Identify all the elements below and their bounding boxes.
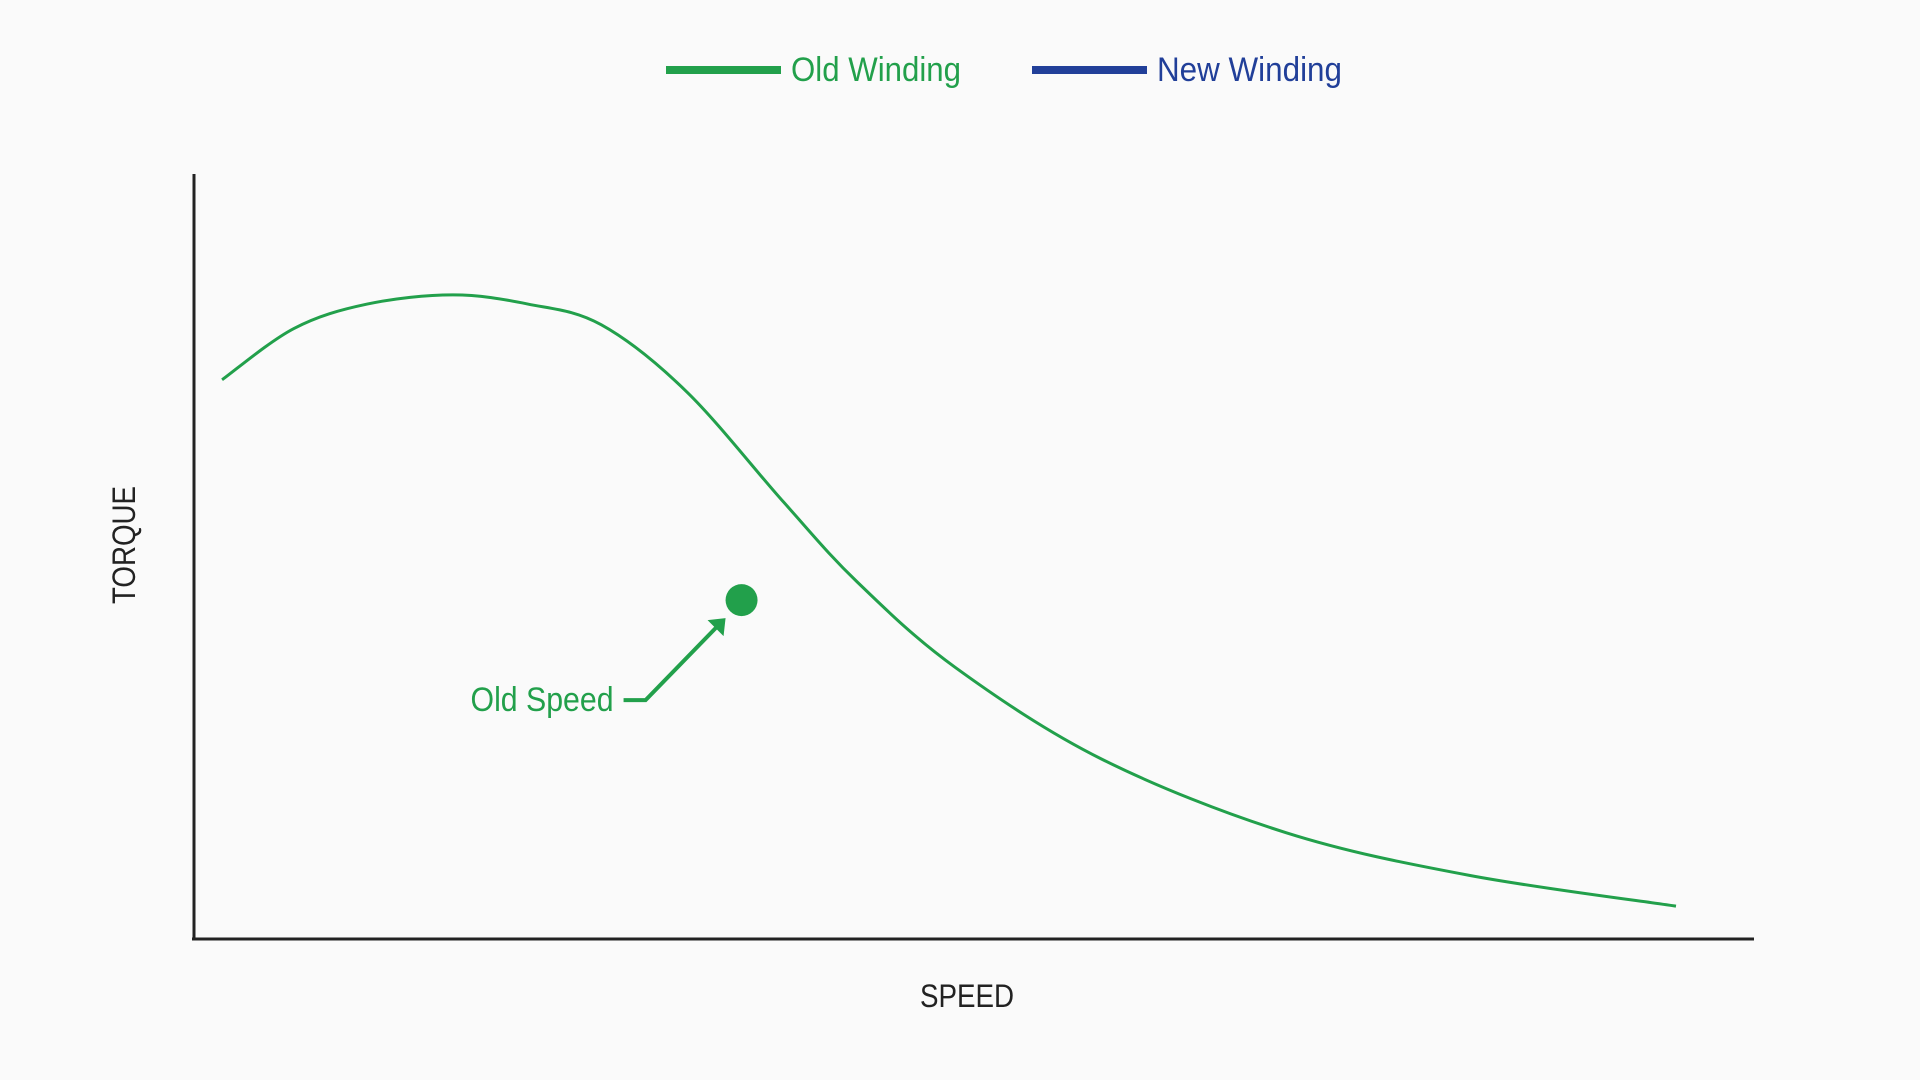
annotation-arrow <box>623 624 719 703</box>
arrowhead-icon <box>707 618 726 637</box>
legend-label-new-winding: New Winding <box>1157 51 1342 89</box>
y-axis-label: TORQUE <box>106 486 142 604</box>
old-speed-annotation: Old Speed <box>471 618 726 719</box>
legend: Old Winding New Winding <box>666 51 1342 89</box>
annotation-label-old-speed: Old Speed <box>471 681 614 719</box>
series-line-old-winding <box>221 293 1677 908</box>
old-speed-point <box>725 584 758 617</box>
x-axis-label: SPEED <box>920 978 1014 1014</box>
legend-label-old-winding: Old Winding <box>791 51 961 89</box>
